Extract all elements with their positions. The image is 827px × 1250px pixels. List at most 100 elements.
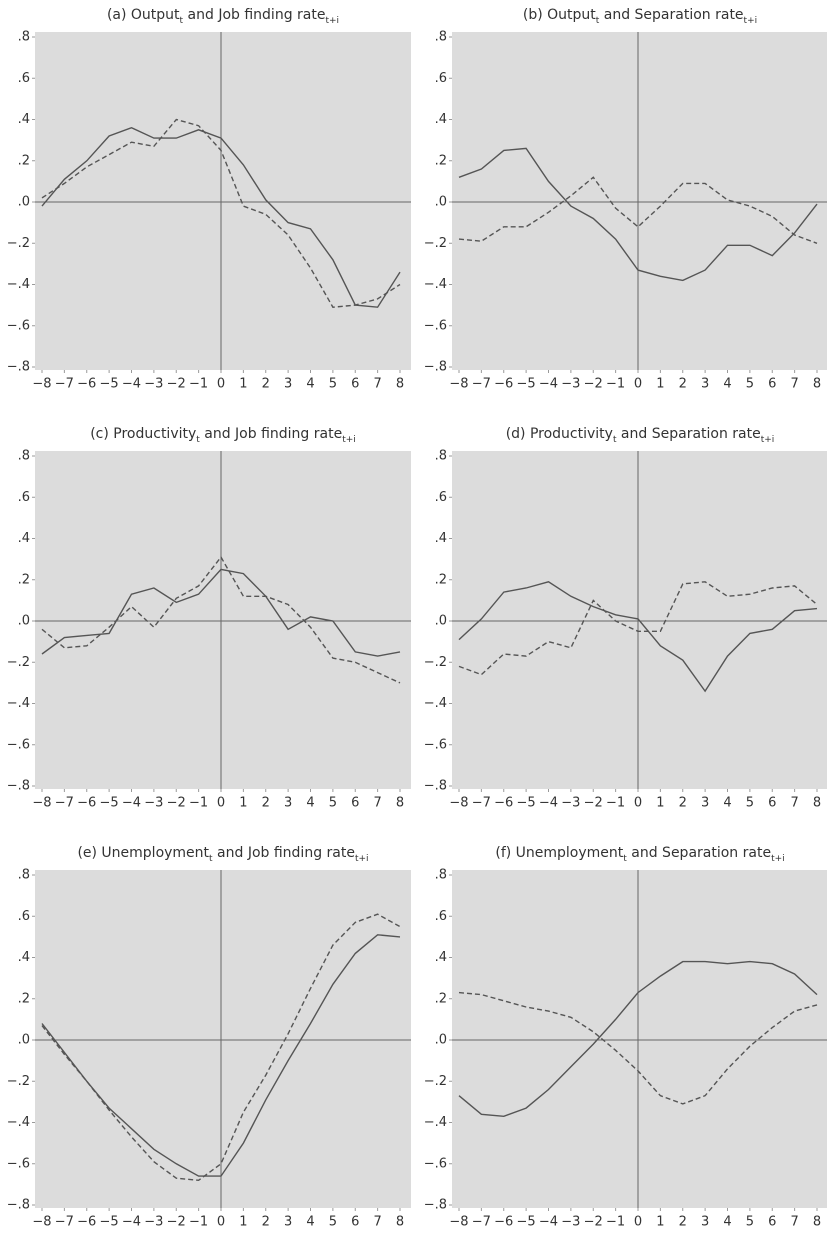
y-tick-label: .6 — [18, 909, 30, 924]
x-tick-label: 7 — [373, 377, 381, 392]
y-tick-label: .0 — [435, 614, 447, 629]
x-tick-label: −5 — [517, 796, 536, 811]
x-tick-label: −1 — [189, 1215, 208, 1230]
title-subscript: t+i — [325, 16, 339, 26]
x-tick-label: 3 — [284, 1215, 292, 1230]
y-tick-label: .2 — [18, 153, 30, 168]
x-tick-label: 4 — [723, 1215, 731, 1230]
x-tick-label: −6 — [494, 1215, 513, 1230]
series-line — [458, 147, 818, 282]
x-tick-label: 8 — [396, 377, 404, 392]
y-tick-label: −.8 — [7, 779, 30, 794]
y-tick-label: .2 — [18, 991, 30, 1006]
x-tick-label: 6 — [768, 1215, 776, 1230]
x-tick-label: −7 — [55, 1215, 74, 1230]
x-tick-label: 5 — [329, 1215, 337, 1230]
x-tick-label: 7 — [790, 1215, 798, 1230]
y-tick-label: −.6 — [7, 1156, 30, 1171]
x-tick-label: 0 — [217, 796, 225, 811]
y-tick-label: −.6 — [7, 737, 30, 752]
x-tick-label: −3 — [144, 377, 163, 392]
y-tick-label: .0 — [18, 195, 30, 210]
y-tick-label: .8 — [18, 868, 30, 883]
x-tick-label: 5 — [329, 377, 337, 392]
panel: (d) Productivityt and Separation ratet+i… — [424, 426, 827, 811]
plot-background — [35, 451, 411, 789]
y-tick-label: .4 — [435, 112, 447, 127]
series-line — [41, 568, 401, 657]
x-tick-label: −6 — [77, 377, 96, 392]
y-tick-label: −.6 — [424, 737, 447, 752]
y-tick-label: .4 — [18, 112, 30, 127]
plot-background — [35, 32, 411, 370]
x-tick-label: 6 — [351, 377, 359, 392]
y-tick-label: .8 — [18, 30, 30, 45]
title-text: (a) Output — [107, 7, 180, 23]
x-tick-label: −7 — [472, 1215, 491, 1230]
x-tick-label: 8 — [396, 796, 404, 811]
y-tick-label: .4 — [18, 950, 30, 965]
x-tick-label: −2 — [167, 377, 186, 392]
y-tick-label: .4 — [18, 531, 30, 546]
x-tick-label: −7 — [55, 796, 74, 811]
y-tick-label: −.2 — [7, 236, 30, 251]
y-tick-label: .8 — [435, 868, 447, 883]
y-tick-label: .2 — [18, 572, 30, 587]
x-tick-label: 0 — [217, 377, 225, 392]
x-tick-label: 7 — [790, 796, 798, 811]
x-tick-label: 0 — [217, 1215, 225, 1230]
x-tick-label: −3 — [144, 1215, 163, 1230]
title-text: and Separation rate — [599, 7, 743, 23]
x-tick-label: 1 — [239, 377, 247, 392]
x-tick-label: −4 — [539, 1215, 558, 1230]
x-tick-label: 6 — [351, 796, 359, 811]
y-tick-label: .8 — [435, 449, 447, 464]
y-tick-label: .4 — [435, 950, 447, 965]
x-tick-label: −1 — [606, 377, 625, 392]
series-line — [41, 118, 401, 308]
x-tick-label: 7 — [373, 1215, 381, 1230]
x-tick-label: 4 — [306, 377, 314, 392]
title-text: (f) Unemployment — [495, 845, 623, 861]
plot-background — [35, 870, 411, 1208]
y-tick-label: −.8 — [424, 779, 447, 794]
x-tick-label: 0 — [634, 377, 642, 392]
y-tick-label: −.6 — [7, 318, 30, 333]
x-tick-label: −4 — [122, 377, 141, 392]
x-tick-label: −4 — [539, 377, 558, 392]
panel: (b) Outputt and Separation ratet+i −.8 −.6… — [424, 7, 827, 392]
y-tick-label: .6 — [18, 490, 30, 505]
series-line — [41, 126, 401, 308]
x-tick-label: 1 — [656, 377, 664, 392]
y-tick-label: −.4 — [424, 1115, 447, 1130]
y-tick-label: .2 — [435, 153, 447, 168]
title-subscript: t+i — [761, 435, 775, 445]
y-tick-label: .0 — [435, 1033, 447, 1048]
x-tick-label: −5 — [100, 796, 119, 811]
y-tick-label: .8 — [18, 449, 30, 464]
x-tick-label: 3 — [701, 1215, 709, 1230]
x-tick-label: 1 — [239, 1215, 247, 1230]
plot-background — [452, 32, 827, 370]
y-tick-label: −.4 — [7, 696, 30, 711]
title-text: and Job finding rate — [200, 426, 342, 442]
x-tick-label: 2 — [679, 796, 687, 811]
x-tick-label: −2 — [167, 1215, 186, 1230]
x-tick-label: −8 — [32, 796, 51, 811]
x-tick-label: −2 — [584, 377, 603, 392]
panel-title: (a) Outputt and Job finding ratet+i — [107, 7, 339, 26]
title-subscript: t — [209, 854, 213, 864]
x-tick-label: 8 — [813, 1215, 821, 1230]
x-tick-label: −7 — [472, 796, 491, 811]
y-tick-label: −.8 — [424, 1198, 447, 1213]
x-tick-label: 5 — [746, 377, 754, 392]
x-tick-label: −7 — [55, 377, 74, 392]
title-text: and Separation rate — [627, 845, 771, 861]
x-tick-label: −6 — [494, 377, 513, 392]
series-line — [41, 934, 401, 1177]
y-tick-label: .6 — [435, 490, 447, 505]
x-tick-label: −2 — [584, 796, 603, 811]
x-tick-label: 4 — [306, 1215, 314, 1230]
x-tick-label: 0 — [634, 796, 642, 811]
